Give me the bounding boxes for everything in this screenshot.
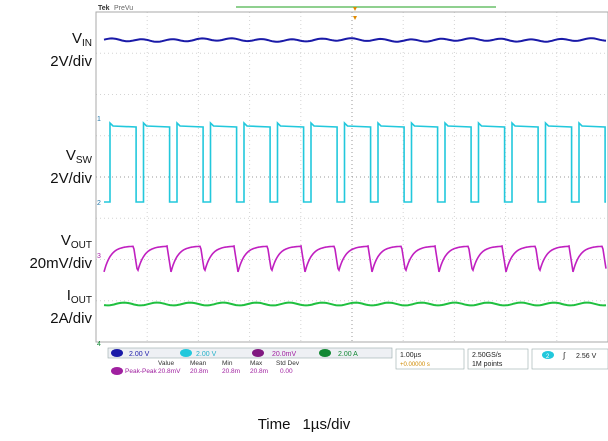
measurement-name: Peak-Peak: [125, 368, 158, 375]
ch1-scale-readout: 2.00 V: [129, 351, 150, 358]
ch4-scale-readout: 2.00 A: [338, 351, 358, 358]
time-scale: 1µs/div: [302, 416, 351, 433]
measurement-min: 20.8m: [222, 368, 240, 375]
ch2-badge: [180, 349, 192, 357]
measurement-value: 20.8mV: [158, 368, 181, 375]
mode-label: PreVu: [114, 5, 133, 12]
horizontal-scale-readout: 1.00µs: [400, 352, 422, 359]
trigger-channel-badge: [542, 351, 554, 359]
record-length-readout: 1M points: [472, 361, 503, 368]
acquisition-readout-box: [467, 348, 529, 370]
iout-label: IOUT 2A/div: [0, 287, 92, 328]
time-axis-label: Time 1µs/div: [0, 416, 608, 433]
ch1-badge: [111, 349, 123, 357]
vin-label-main: V: [71, 30, 82, 47]
ch4-marker: 4: [97, 341, 101, 348]
vout-waveform: [103, 244, 607, 273]
col-mean: Mean: [190, 360, 207, 367]
iout-waveform: [103, 301, 607, 307]
col-min: Min: [222, 360, 233, 367]
measurement-max: 20.8m: [250, 368, 268, 375]
col-value: Value: [158, 360, 175, 367]
vsw-label-sub: SW: [75, 155, 92, 166]
vsw-waveform: [104, 121, 606, 203]
sample-rate-readout: 2.50GS/s: [472, 352, 502, 359]
measurement-mean: 20.8m: [190, 368, 208, 375]
iout-label-main: I: [66, 287, 71, 304]
horizontal-position-readout: +0.00000 s: [400, 362, 430, 368]
vsw-label-main: V: [65, 147, 76, 164]
ch3-badge: [252, 349, 264, 357]
graticule-border: [95, 11, 608, 343]
time-label: Time: [257, 416, 291, 433]
record-view-bar: [236, 6, 496, 8]
ch3-scale-readout: 20.0mV: [272, 351, 296, 358]
vout-label-sub: OUT: [70, 240, 92, 251]
trigger-slope-icon: ∫: [562, 351, 566, 360]
ch2-marker-2: 2: [97, 200, 101, 207]
brand-label: Tek: [98, 5, 110, 12]
trigger-position-marker: [353, 7, 357, 20]
ch3-marker: 3: [97, 253, 101, 260]
trigger-readout-box: [531, 348, 608, 370]
vin-label: VIN 2V/div: [0, 30, 92, 71]
col-std-dev: Std Dev: [276, 360, 300, 367]
readout-panel: 2.00 V 2.00 V 20.0mV 2.00 A Value Mean M…: [107, 347, 608, 375]
horizontal-readout-box: [395, 348, 465, 370]
vout-label: VOUT 20mV/div: [0, 232, 92, 273]
ch4-badge: [319, 349, 331, 357]
vout-label-main: V: [60, 232, 71, 249]
vin-waveform: [103, 37, 607, 43]
iout-scale: 2A/div: [50, 310, 92, 327]
graticule: [96, 12, 608, 342]
vin-label-sub: IN: [82, 38, 92, 49]
vin-scale: 2V/div: [50, 53, 92, 70]
col-max: Max: [250, 360, 263, 367]
ch2-marker-1: 1: [97, 116, 101, 123]
iout-label-sub: OUT: [70, 295, 92, 306]
ch2-scale-readout: 2.00 V: [196, 351, 217, 358]
vsw-scale: 2V/div: [50, 170, 92, 187]
measurement-badge: [111, 367, 123, 375]
trigger-level-readout: 2.56 V: [576, 353, 597, 360]
vout-scale: 20mV/div: [29, 255, 92, 272]
trigger-channel-readout: 2: [546, 354, 550, 360]
vsw-label: VSW 2V/div: [0, 147, 92, 188]
measurement-std-dev: 0.00: [280, 368, 293, 375]
